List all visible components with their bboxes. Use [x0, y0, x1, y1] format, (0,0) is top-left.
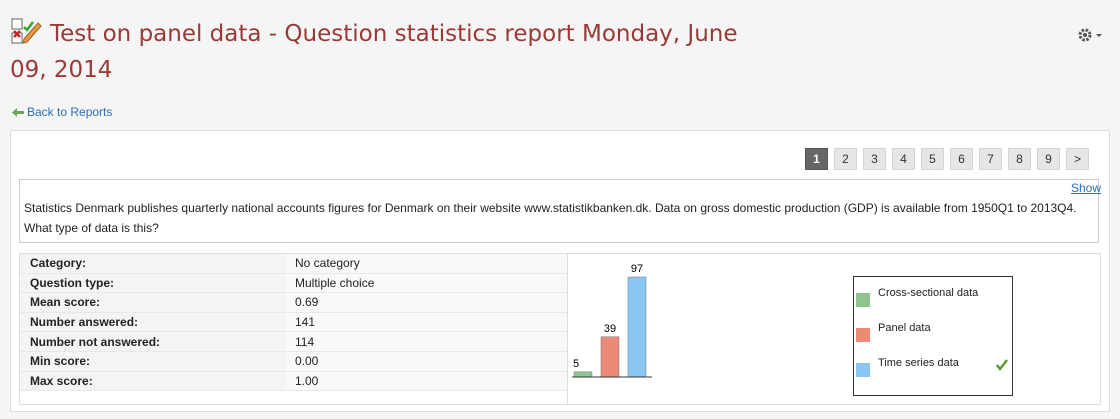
- bar-value-label: 5: [573, 358, 579, 370]
- page-button[interactable]: 3: [863, 148, 886, 170]
- legend-swatch: [856, 328, 870, 342]
- stat-label: Category:: [20, 254, 285, 274]
- stat-label: Number not answered:: [20, 331, 285, 352]
- quiz-icon: [11, 18, 42, 44]
- stat-value: 0.69: [285, 292, 567, 313]
- stat-label: Max score:: [20, 371, 285, 392]
- legend-item: Panel data: [854, 320, 1012, 347]
- page-button[interactable]: 6: [950, 148, 973, 170]
- back-link-text[interactable]: Back to Reports: [27, 105, 113, 119]
- pagination: 1 2 3 4 5 6 7 8 9 >: [805, 148, 1089, 170]
- page-button[interactable]: 9: [1037, 148, 1060, 170]
- stat-value: 141: [285, 312, 567, 333]
- bar-value-label: 97: [631, 263, 643, 275]
- check-mark: [996, 359, 1008, 371]
- settings-menu[interactable]: [1076, 26, 1110, 46]
- legend-label: Time series data: [878, 357, 959, 369]
- back-link[interactable]: Back to Reports: [12, 105, 112, 119]
- bar: [573, 371, 593, 378]
- stats-row: Max score: 1.00: [20, 371, 567, 392]
- report-panel: 1 2 3 4 5 6 7 8 9 > Statistics Denmark publishes …: [10, 130, 1110, 412]
- stats-box: Category: No category Question type: Multip…: [19, 253, 1101, 405]
- legend-label: Cross-sectional data: [878, 287, 979, 299]
- stats-row: Number not answered: 114: [20, 331, 567, 352]
- page-button[interactable]: 7: [979, 148, 1002, 170]
- stats-row: Category: No category: [20, 254, 567, 274]
- stat-value: 0.00: [285, 351, 567, 372]
- bar: [627, 276, 647, 378]
- back-arrow: [12, 108, 24, 117]
- page-button[interactable]: >: [1066, 148, 1089, 170]
- page-button[interactable]: 1: [805, 148, 828, 170]
- bar-chart: 5 39 97: [567, 254, 652, 404]
- stats-row: Question type: Multiple choice: [20, 273, 567, 294]
- stat-value: Multiple choice: [285, 273, 567, 294]
- stats-row: Min score: 0.00: [20, 351, 567, 372]
- legend-label: Panel data: [878, 322, 931, 334]
- question-box: Statistics Denmark publishes quarterly n…: [19, 179, 1099, 243]
- legend-item: Time series data: [854, 355, 1012, 382]
- legend-swatch: [856, 363, 870, 377]
- stat-value: 1.00: [285, 371, 567, 392]
- page-button[interactable]: 4: [892, 148, 915, 170]
- legend-swatch: [856, 293, 870, 307]
- bar: [600, 336, 620, 378]
- stat-label: Min score:: [20, 351, 285, 372]
- page-button[interactable]: 8: [1008, 148, 1031, 170]
- stat-label: Mean score:: [20, 292, 285, 313]
- legend-item: Cross-sectional data: [854, 285, 1012, 312]
- page-button[interactable]: 2: [834, 148, 857, 170]
- question-text: Statistics Denmark publishes quarterly n…: [24, 201, 1077, 235]
- stat-label: Question type:: [20, 273, 285, 294]
- stat-value: 114: [285, 331, 567, 352]
- stats-row: Number answered: 141: [20, 312, 567, 333]
- title-text: Test on panel data - Question statistics…: [10, 21, 738, 83]
- stat-value: No category: [285, 254, 567, 274]
- legend: Cross-sectional data Panel data Time serie…: [853, 276, 1013, 396]
- page-title: Test on panel data - Question statistics…: [10, 16, 780, 88]
- stats-table: Category: No category Question type: Multip…: [20, 254, 567, 392]
- page-button[interactable]: 5: [921, 148, 944, 170]
- bar-value-label: 39: [604, 323, 616, 335]
- correct-check: [996, 359, 1008, 371]
- stat-label: Number answered:: [20, 312, 285, 333]
- show-link[interactable]: Show: [1070, 181, 1101, 195]
- stats-row: Mean score: 0.69: [20, 292, 567, 313]
